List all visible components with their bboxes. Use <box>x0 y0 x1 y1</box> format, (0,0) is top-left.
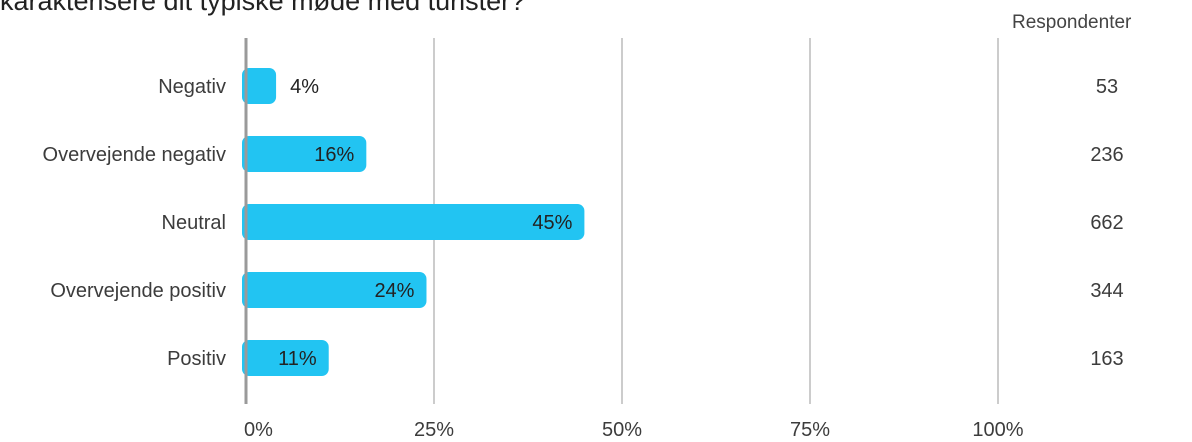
value-label: 45% <box>532 212 572 234</box>
bar[interactable] <box>242 272 427 308</box>
respondent-count: 53 <box>1096 76 1118 98</box>
bar[interactable] <box>242 68 277 104</box>
x-tick-label: 0% <box>244 419 273 441</box>
respondent-count: 662 <box>1090 212 1123 234</box>
chart-title: karakterisere dit typiske møde med turis… <box>0 0 526 16</box>
x-tick-label: 50% <box>602 419 642 441</box>
category-label: Overvejende negativ <box>43 144 226 166</box>
value-label: 4% <box>290 76 319 98</box>
respondent-count: 236 <box>1090 144 1123 166</box>
x-tick-label: 75% <box>790 419 830 441</box>
category-label: Neutral <box>162 212 226 234</box>
category-label: Positiv <box>167 348 226 370</box>
bar[interactable] <box>242 340 329 376</box>
bar[interactable] <box>242 204 585 240</box>
value-label: 24% <box>374 280 414 302</box>
category-label: Negativ <box>158 76 226 98</box>
x-tick-label: 100% <box>972 419 1023 441</box>
value-label: 16% <box>314 144 354 166</box>
respondent-count: 344 <box>1090 280 1123 302</box>
bar[interactable] <box>242 136 367 172</box>
category-label: Overvejende positiv <box>50 280 226 302</box>
x-tick-label: 25% <box>414 419 454 441</box>
respondents-header: Respondenter <box>1012 12 1132 33</box>
respondent-count: 163 <box>1090 348 1123 370</box>
value-label: 11% <box>278 348 317 370</box>
